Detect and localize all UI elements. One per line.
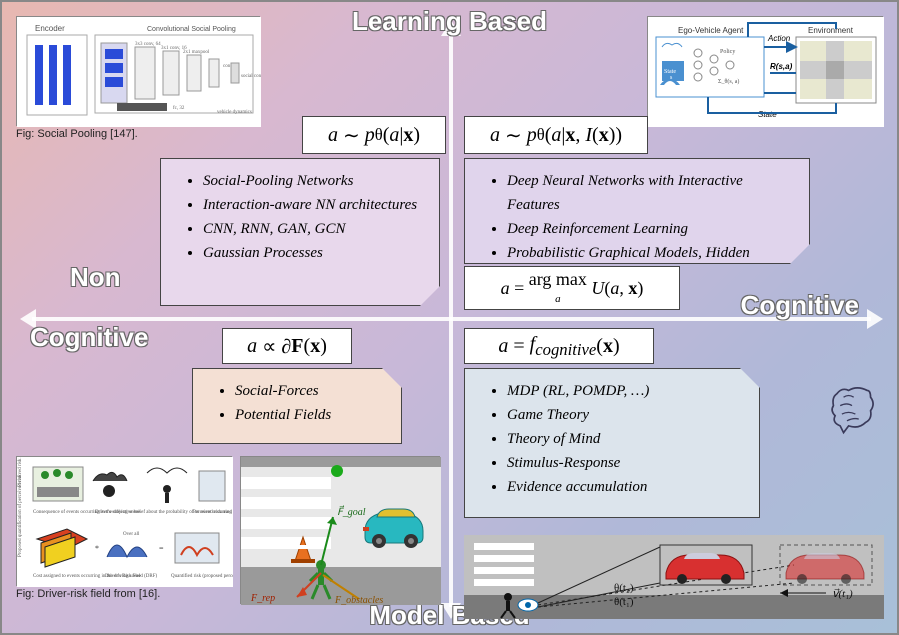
list-item: Deep Neural Networks with Interactive Fe… (507, 169, 793, 217)
svg-text:Ego-Vehicle Agent: Ego-Vehicle Agent (678, 26, 744, 35)
svg-text:F_obstacles: F_obstacles (334, 595, 383, 605)
equation-bl: a ∝ ∂F(x) (222, 328, 352, 364)
figure-driver-risk: Consequence of events occurring in the d… (16, 456, 232, 586)
figure-social-pooling: Encoder Convolutional Social Pooling 3x3… (16, 16, 260, 126)
svg-text:Action: Action (767, 34, 791, 43)
equation-tr2: a = arg maxa U(a, x) (464, 266, 680, 310)
svg-text:θ(t₁): θ(t₁) (614, 596, 634, 608)
list-item: Deep Reinforcement Learning (507, 217, 793, 241)
svg-text:θ(t₂): θ(t₂) (614, 582, 634, 594)
svg-text:Perceived risk used in risk-th: Perceived risk used in risk-threshold th… (193, 510, 233, 515)
figure-social-pooling-caption: Fig: Social Pooling [147]. (16, 128, 138, 140)
figure-pedestrian-scene: θ(t₂) θ(t₁) v⃗(t₁) (464, 535, 884, 619)
list-item: MDP (RL, POMDP, …) (507, 379, 743, 403)
svg-text:vehicle dynamics: vehicle dynamics (217, 110, 252, 115)
svg-text:*: * (95, 544, 99, 553)
figure-rl-agent: Ego-Vehicle Agent State s Policy Σ_θ(s, … (647, 16, 883, 126)
svg-text:R(s,a): R(s,a) (770, 62, 793, 71)
brain-icon (825, 382, 879, 436)
svg-text:=: = (159, 544, 164, 553)
svg-text:social context: social context (241, 74, 261, 79)
list-bl: Social-Forces Potential Fields (192, 368, 402, 444)
figure-crosswalk-forces: F⃗_goal F_rep F_obstacles (240, 456, 440, 604)
list-item: Stimulus-Response (507, 451, 743, 475)
list-item: Theory of Mind (507, 427, 743, 451)
svg-text:Convolutional Social Pooling: Convolutional Social Pooling (147, 26, 236, 33)
equation-br: a = fcognitive(x) (464, 328, 654, 364)
svg-text:Encoder: Encoder (35, 24, 65, 33)
svg-text:3x3 conv, 64: 3x3 conv, 64 (135, 42, 161, 47)
list-item: Game Theory (507, 403, 743, 427)
list-item: Potential Fields (235, 403, 385, 427)
svg-text:v⃗(t₁): v⃗(t₁) (832, 588, 853, 600)
list-item: Evidence accumulation (507, 475, 743, 499)
axis-left-label-1: Non (70, 262, 121, 293)
svg-text:Over all: Over all (123, 532, 140, 537)
list-item: Interaction-aware NN architectures (203, 193, 423, 217)
svg-text:fc, 32: fc, 32 (173, 106, 185, 111)
svg-text:Proposed quantification of per: Proposed quantification of perceived ris… (18, 474, 23, 557)
svg-text:F⃗_goal: F⃗_goal (337, 505, 366, 518)
svg-text:F_rep: F_rep (250, 593, 275, 604)
axis-right-label: Cognitive (741, 290, 859, 321)
list-br: MDP (RL, POMDP, …) Game Theory Theory of… (464, 368, 760, 518)
list-item: Social-Pooling Networks (203, 169, 423, 193)
svg-text:State: State (758, 110, 777, 119)
list-item: Social-Forces (235, 379, 385, 403)
list-tl: Social-Pooling Networks Interaction-awar… (160, 158, 440, 306)
list-item: CNN, RNN, GAN, GCN (203, 217, 423, 241)
svg-text:Quantified risk (proposed perc: Quantified risk (proposed perceived risk… (171, 574, 233, 579)
figure-driver-risk-caption: Fig: Driver-risk field from [16]. (16, 588, 160, 600)
equation-tl: a ∼ pθ(a|x) (302, 116, 446, 154)
list-item: Gaussian Processes (203, 241, 423, 265)
list-tr: Deep Neural Networks with Interactive Fe… (464, 158, 810, 264)
svg-text:Environment: Environment (808, 26, 854, 35)
equation-tr: a ∼ pθ(a|x, I(x)) (464, 116, 648, 154)
svg-text:2x1 maxpool: 2x1 maxpool (183, 50, 210, 55)
svg-text:Driver's Risk Field (DRF): Driver's Risk Field (DRF) (105, 574, 157, 579)
svg-text:Σ_θ(s, a): Σ_θ(s, a) (718, 78, 739, 85)
axis-left-label-2: Cognitive (30, 322, 148, 353)
axis-top-label: Learning Based (352, 6, 547, 37)
svg-text:Policy: Policy (720, 49, 735, 55)
